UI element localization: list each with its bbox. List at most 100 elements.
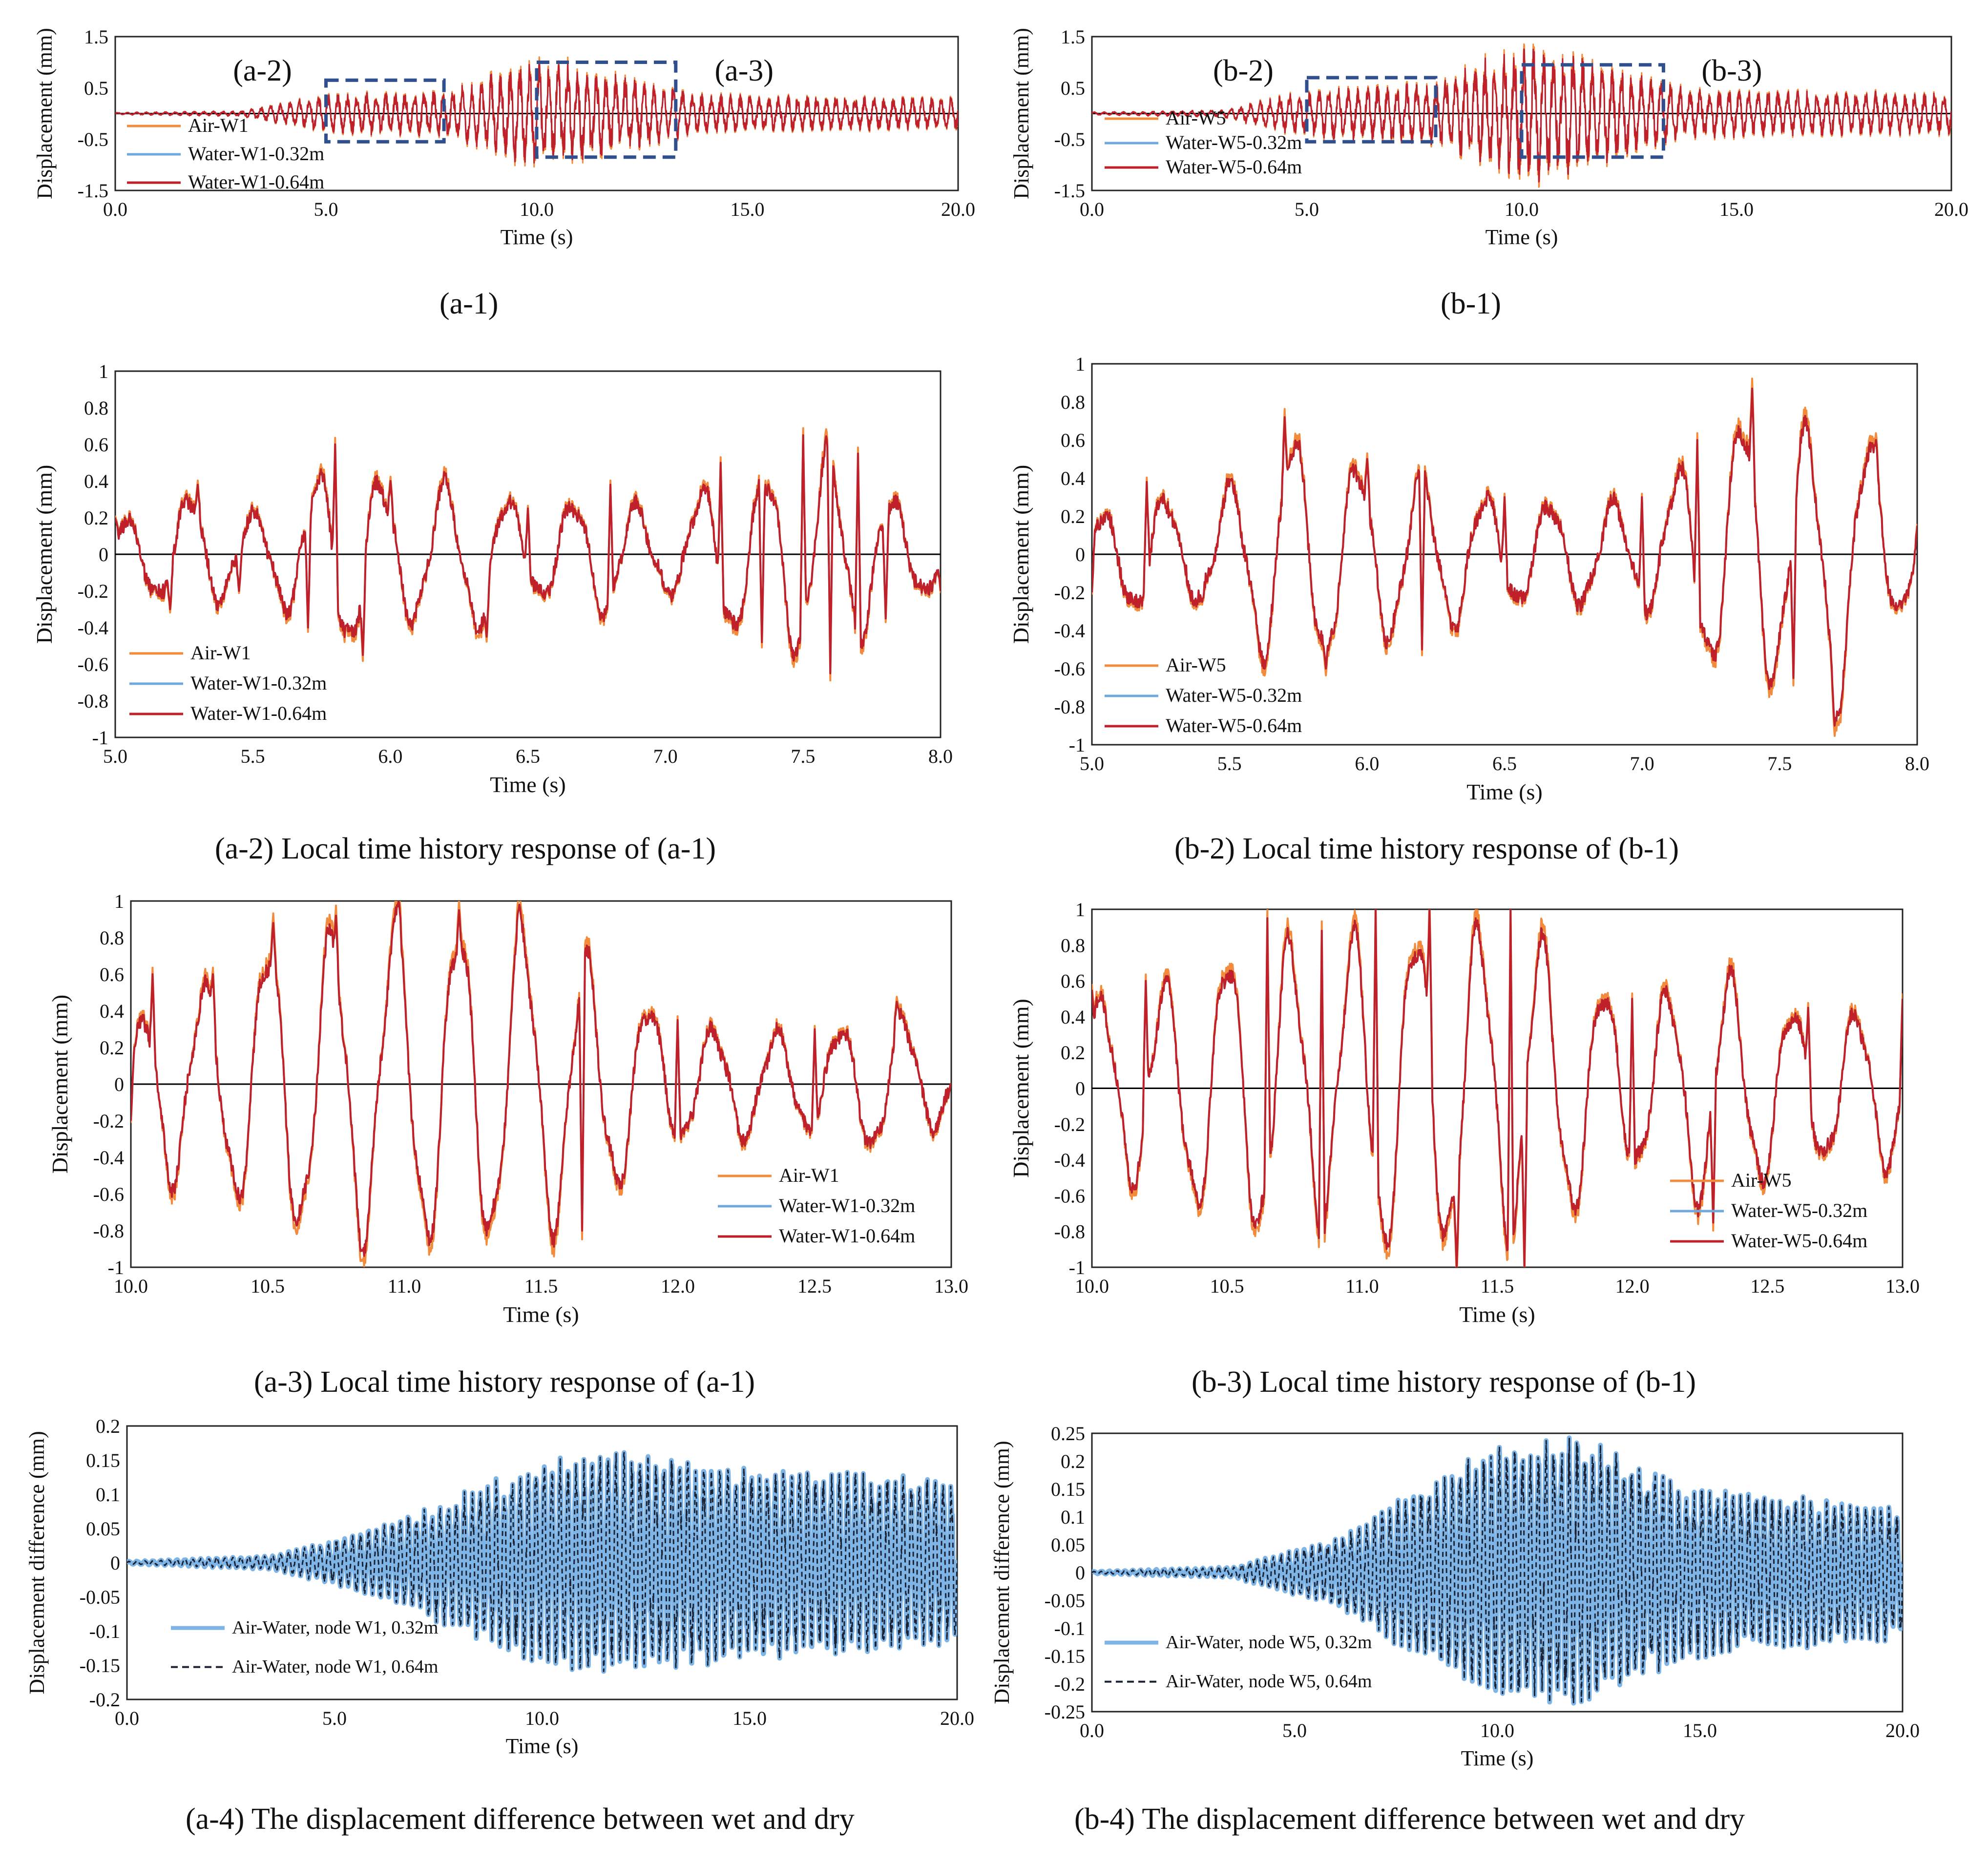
zoom-box-2 [324,78,446,144]
y-tick-label: 0.2 [100,1037,124,1059]
y-tick-label: 0 [114,1073,124,1095]
y-tick-label: -0.2 [1054,582,1085,604]
y-tick-label: -0.2 [1054,1113,1085,1135]
x-tick-label: 7.0 [1630,753,1654,775]
x-tick-label: 12.0 [661,1275,695,1297]
chart-b2: 1 0.8 0.6 0.4 0.2 0 -0.2 -0.4 -0.6 -0.8 -15.0 5.5 6.… [1008,353,1929,804]
series-group [115,427,941,682]
legend-label: Air-Water, node W1, 0.64m [232,1656,438,1677]
x-tick-label: 13.0 [934,1275,968,1297]
y-tick-label: -0.4 [78,617,108,639]
y-tick-label: -0.4 [1054,620,1085,642]
x-tick-label: 11.0 [388,1275,421,1297]
y-tick-label: -0.6 [1054,1185,1085,1207]
x-tick-label: 11.5 [1481,1275,1514,1297]
y-tick-label: 0.1 [1061,1506,1085,1528]
caption-b3: (b-3) Local time history response of (b-… [1192,1365,1696,1399]
chart-a4: 0.2 0.15 0.1 0.05 0 -0.05 -0.1 -0.15 -0.20.0 5.0 1… [25,1415,974,1758]
y-tick-label: 0 [1075,1562,1085,1584]
zoom-box-label: (a-2) [233,54,292,87]
y-tick-label: -0.1 [89,1620,120,1642]
caption-b2: (b-2) Local time history response of (b-… [1174,832,1679,865]
y-tick-label: 0.15 [86,1449,120,1471]
x-tick-label: 5.0 [103,745,127,767]
y-tick-label: -0.8 [93,1220,124,1242]
y-tick-label: 0.6 [1061,429,1085,451]
zoom-box-3 [1520,63,1665,159]
y-tick-label: 0 [1075,544,1085,566]
y-axis-label: Displacement (mm) [32,465,57,644]
x-tick-label: 8.0 [928,745,953,767]
y-tick-label: -0.2 [93,1110,124,1132]
x-tick-label: 11.5 [524,1275,558,1297]
y-tick-label: 0.8 [100,927,124,949]
y-tick-label: 0.8 [1061,934,1085,956]
x-tick-label: 10.5 [251,1275,285,1297]
x-tick-label: 7.5 [1767,753,1792,775]
legend-label: Air-Water, node W1, 0.32m [232,1617,438,1638]
y-tick-label: -0.6 [93,1183,124,1205]
y-tick-label: 0.4 [84,470,108,492]
caption-a3: (a-3) Local time history response of (a-… [254,1365,755,1399]
series-water-0.64m [131,901,951,1257]
zoom-box-2 [1305,76,1438,144]
y-tick-label: -0.15 [1045,1645,1085,1667]
y-tick-label: 0.4 [1061,1006,1085,1028]
legend-label: Air-W5 [1731,1169,1792,1191]
y-axis-label: Displacement (mm) [47,995,72,1174]
chart-a2: 1 0.8 0.6 0.4 0.2 0 -0.2 -0.4 -0.6 -0.8 -15.0 5.5 6.… [32,360,953,797]
x-tick-label: 10.0 [520,198,554,220]
x-tick-label: 10.0 [1480,1719,1514,1741]
y-tick-label: -0.4 [1054,1149,1085,1171]
y-axis-label: Displacement (mm) [33,28,57,199]
x-tick-label: 0.0 [115,1707,139,1729]
x-axis-label: Time (s) [1459,1302,1535,1327]
y-tick-label: -0.15 [80,1655,120,1676]
legend-label: Air-W5 [1166,107,1226,129]
x-tick-label: 5.0 [314,198,338,220]
x-tick-label: 7.5 [791,745,815,767]
x-tick-label: 13.0 [1885,1275,1920,1297]
y-axis-label: Displacement (mm) [1009,28,1033,199]
y-tick-label: 0.2 [84,507,108,529]
legend-label: Air-W1 [190,642,251,664]
zoom-box-label: (b-2) [1213,54,1274,87]
y-tick-label: 1.5 [84,26,108,48]
x-axis-label: Time (s) [501,225,573,249]
x-tick-label: 6.0 [1355,753,1379,775]
y-tick-label: -0.4 [93,1147,124,1169]
x-axis-label: Time (s) [1461,1746,1534,1770]
caption-b4: (b-4) The displacement difference betwee… [1074,1802,1745,1836]
y-tick-label: 1 [1075,353,1085,375]
chart-b1: 1.5 0.5 -0.5 -1.50.0 5.0 10.0 15.0 20.0 Time (s)… [1009,26,1968,249]
y-tick-label: -0.05 [1045,1590,1085,1612]
y-tick-label: 1 [1075,899,1085,921]
x-tick-label: 8.0 [1905,753,1929,775]
series-group [115,56,958,168]
zoom-box-3 [535,61,678,159]
legend-label: Water-W5-0.32m [1166,131,1302,153]
y-tick-label: -0.8 [1054,1221,1085,1243]
x-tick-label: 12.5 [797,1275,832,1297]
series-water-0.64m [115,434,941,674]
y-tick-label: 0.25 [1051,1423,1085,1445]
y-tick-label: 1 [114,890,124,912]
y-tick-label: -0.2 [78,580,108,602]
y-axis-label: Displacement difference (mm) [990,1441,1014,1704]
legend-label: Air-Water, node W5, 0.64m [1166,1671,1372,1692]
legend-label: Air-Water, node W5, 0.32m [1166,1632,1372,1653]
y-tick-label: 0.2 [96,1415,120,1437]
x-tick-label: 12.0 [1615,1275,1650,1297]
x-tick-label: 5.5 [1217,753,1242,775]
legend-label: Air-W5 [1166,654,1226,676]
chart-a3: 1 0.8 0.6 0.4 0.2 0 -0.2 -0.4 -0.6 -0.8 -110.0 10.5… [47,890,968,1327]
legend-label: Water-W5-0.64m [1731,1230,1867,1252]
x-tick-label: 20.0 [1934,198,1968,220]
y-tick-label: -1 [108,1257,124,1278]
x-tick-label: 12.5 [1750,1275,1784,1297]
x-tick-label: 15.0 [1683,1719,1717,1741]
x-tick-label: 20.0 [941,198,975,220]
y-tick-label: 1.5 [1061,26,1085,48]
caption-b1: (b-1) [1441,287,1501,320]
x-tick-label: 0.0 [103,198,127,220]
